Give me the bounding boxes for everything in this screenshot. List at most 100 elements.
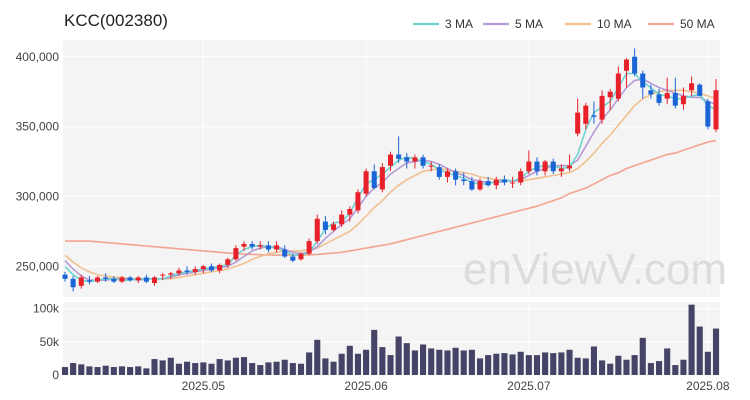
candle: [510, 176, 516, 189]
candle: [615, 66, 621, 102]
volume-bar: [354, 353, 362, 375]
candle-body: [339, 214, 345, 225]
candle-body: [542, 161, 548, 172]
volume-bar: [110, 367, 117, 375]
candle: [436, 164, 442, 180]
candle: [143, 274, 149, 284]
candle: [363, 168, 369, 197]
candle-body: [591, 115, 597, 117]
volume-bar: [281, 359, 288, 375]
volume-bar: [314, 339, 321, 375]
candle: [111, 276, 117, 284]
volume-bar: [86, 366, 93, 375]
candle: [656, 88, 662, 106]
candle: [453, 168, 459, 186]
candle-body: [290, 256, 296, 261]
candle: [127, 276, 133, 282]
candle: [339, 210, 345, 228]
volume-bar: [509, 354, 516, 375]
volume-y-axis: 0 50k 100k: [33, 302, 60, 382]
volume-bar: [249, 363, 256, 375]
price-tick-label: 400,000: [16, 50, 60, 64]
candle-body: [322, 221, 328, 230]
candle: [444, 168, 450, 183]
volume-bar: [631, 355, 638, 375]
candle-body: [396, 154, 402, 159]
candle-body: [331, 224, 337, 230]
candle-body: [95, 277, 101, 282]
volume-bar: [672, 365, 679, 375]
volume-bar: [61, 367, 69, 375]
candle: [135, 276, 141, 284]
candle-body: [314, 218, 320, 242]
candle: [591, 101, 597, 124]
candle-body: [176, 270, 182, 274]
volume-bar: [452, 347, 459, 375]
candle: [640, 70, 646, 99]
candle: [534, 157, 540, 176]
candle-body: [697, 84, 703, 96]
candles: [62, 48, 719, 292]
candle-body: [672, 93, 678, 106]
candle-body: [461, 179, 467, 182]
volume-bar: [94, 367, 101, 375]
legend-item: 50 MA: [648, 17, 715, 31]
candle: [379, 162, 385, 193]
candle: [306, 238, 312, 256]
volume-bar: [135, 366, 142, 375]
candle: [249, 241, 255, 250]
volume-bar: [419, 344, 427, 375]
ma10-line: [64, 89, 717, 280]
price-tick-label: 300,000: [16, 189, 60, 203]
candle: [607, 88, 613, 110]
volume-bar: [338, 353, 345, 375]
candle: [428, 161, 434, 172]
candle-body: [583, 105, 589, 124]
candle: [623, 58, 630, 88]
volume-bar: [639, 337, 646, 375]
candle: [168, 271, 174, 279]
candle-body: [298, 253, 304, 260]
volume-bar: [289, 363, 296, 375]
volume-bar: [566, 349, 573, 375]
candle-body: [151, 277, 158, 284]
candle: [420, 154, 426, 169]
candle: [184, 266, 190, 275]
volume-bar: [143, 368, 150, 375]
candle-body: [127, 277, 133, 281]
candle-body: [135, 277, 141, 281]
candle-body: [648, 90, 654, 95]
candle-body: [208, 266, 214, 271]
volume-bar: [444, 350, 451, 375]
candle-body: [363, 171, 369, 194]
volume-bar: [395, 336, 402, 375]
candle: [680, 87, 686, 110]
candle: [176, 267, 182, 277]
candle-body: [567, 165, 573, 169]
candle: [298, 252, 304, 261]
candle: [672, 77, 678, 109]
x-axis: 2025.05 2025.06 2025.07 2025.08: [182, 379, 730, 393]
candle-body: [485, 181, 491, 186]
volume-bar: [151, 359, 158, 375]
price-tick-label: 250,000: [16, 259, 60, 273]
volume-bar: [485, 355, 492, 375]
candle: [713, 79, 719, 133]
volume-bar: [167, 357, 174, 375]
volume-bar: [428, 348, 435, 375]
candle: [396, 136, 402, 163]
volume-bar: [590, 346, 597, 375]
candle-body: [355, 192, 361, 211]
candle-body: [550, 161, 556, 172]
ma5-line: [64, 78, 717, 282]
candle-body: [200, 266, 206, 270]
candle-body: [282, 249, 288, 257]
candle: [78, 274, 84, 289]
candle: [599, 90, 605, 124]
candle: [225, 257, 231, 268]
candle-body: [241, 243, 247, 247]
candle-body: [387, 154, 394, 166]
volume-bars: [61, 304, 720, 375]
candle: [86, 276, 92, 285]
